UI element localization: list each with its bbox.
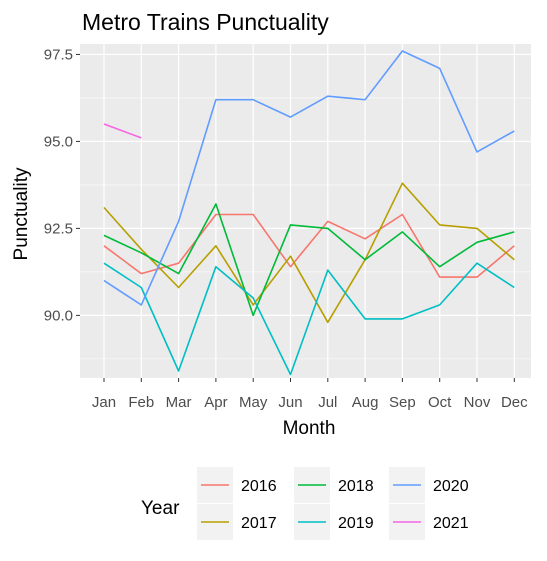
chart-title: Metro Trains Punctuality (82, 9, 329, 35)
x-tick-label: Mar (166, 394, 192, 411)
x-tick-label: Sep (389, 394, 416, 411)
y-axis: 90.0 92.5 95.0 97.5 (44, 46, 80, 324)
y-tick-label: 97.5 (44, 46, 73, 63)
series-line-2017 (103, 182, 515, 324)
x-tick-label: Apr (204, 394, 227, 411)
series-line-2016 (103, 213, 515, 278)
legend-key-2017 (197, 504, 233, 540)
legend-label-2019: 2019 (338, 515, 374, 532)
x-tick-label: Oct (428, 394, 452, 411)
legend-label-2018: 2018 (338, 478, 374, 495)
y-axis-title: Punctuality (11, 167, 32, 260)
y-tick-label: 95.0 (44, 133, 73, 150)
x-tick-label: Jan (92, 394, 116, 411)
legend-label-2021: 2021 (433, 515, 469, 532)
x-tick-label: May (239, 394, 268, 411)
minor-gridlines (80, 97, 531, 360)
x-tick-label: Jul (318, 394, 337, 411)
legend-label-2020: 2020 (433, 478, 469, 495)
legend-label-2017: 2017 (241, 515, 277, 532)
legend-title: Year (141, 498, 180, 519)
y-tick-label: 92.5 (44, 220, 73, 237)
legend-key-2021 (389, 504, 425, 540)
series-line-2018 (103, 203, 515, 317)
legend-key-2018 (294, 467, 330, 503)
x-tick-label: Feb (128, 394, 154, 411)
series-line-2021 (103, 123, 142, 139)
legend: Year 2016 2017 2018 2019 2020 2021 (141, 467, 469, 540)
plot-panel (80, 44, 531, 378)
series-lines (103, 50, 515, 376)
x-tick-label: Dec (501, 394, 528, 411)
x-tick-label: Aug (352, 394, 379, 411)
x-axis-title: Month (283, 418, 336, 439)
series-line-2020 (103, 50, 515, 306)
y-tick-label: 90.0 (44, 307, 73, 324)
series-line-2019 (103, 262, 515, 376)
legend-key-2016 (197, 467, 233, 503)
legend-label-2016: 2016 (241, 478, 277, 495)
legend-key-2020 (389, 467, 425, 503)
x-axis: Jan Feb Mar Apr May Jun Jul Aug Sep Oct Nov Dec (92, 378, 528, 411)
x-tick-label: Jun (278, 394, 302, 411)
x-tick-label: Nov (464, 394, 491, 411)
legend-key-2019 (294, 504, 330, 540)
